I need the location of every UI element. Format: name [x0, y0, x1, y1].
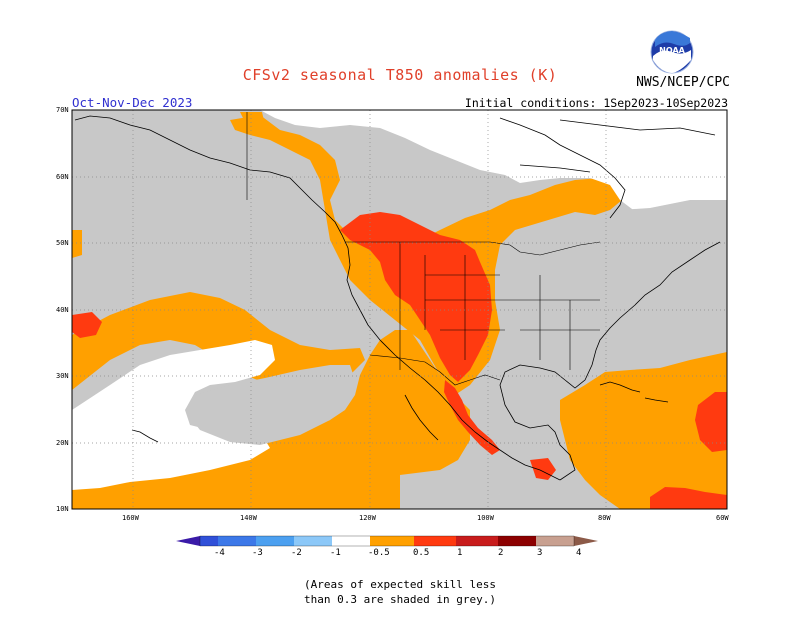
political-boundaries [246, 112, 601, 386]
red-anomaly-mexico [444, 380, 500, 455]
lat-label-60n: 60N [56, 173, 69, 181]
skill-note-line-2: than 0.3 are shaded in grey.) [303, 593, 497, 606]
lat-label-20n: 20N [56, 439, 69, 447]
legend-swatch [332, 536, 370, 546]
svg-text:NOAA: NOAA [659, 46, 685, 55]
lat-label-70n: 70N [56, 106, 69, 114]
skill-note-line-1: (Areas of expected skill less [303, 578, 497, 591]
lon-label-60w: 60W [716, 514, 729, 522]
legend-swatch [294, 536, 332, 546]
legend-swatch [414, 536, 456, 546]
chart-title: CFSv2 seasonal T850 anomalies (K) [242, 66, 558, 84]
legend-label-neg2: -2 [291, 548, 302, 558]
lat-label-30n: 30N [56, 372, 69, 380]
initial-conditions: Initial conditions: 1Sep2023-10Sep2023 [464, 96, 728, 110]
lon-label-160w: 160W [122, 514, 139, 522]
skill-note: (Areas of expected skill less than 0.3 a… [0, 577, 800, 607]
lat-label-50n: 50N [56, 239, 69, 247]
neutral-white-arctic [260, 110, 727, 215]
map-frame [71, 109, 728, 510]
legend-swatch [370, 536, 414, 546]
orange-anomaly-atlantic [560, 352, 727, 509]
lon-label-80w: 80W [598, 514, 611, 522]
neutral-white-central-pacific [72, 340, 275, 490]
forecast-period: Oct-Nov-Dec 2023 [72, 95, 193, 110]
noaa-logo: NOAA [650, 30, 694, 74]
lon-label-120w: 120W [359, 514, 376, 522]
grid-lines [72, 110, 727, 509]
legend-label-neg05: -0.5 [368, 548, 390, 558]
legend-arrow-high [574, 536, 598, 546]
lat-label-10n: 10N [56, 505, 69, 513]
legend-label-neg4: -4 [214, 548, 225, 558]
legend-label-3: 3 [537, 548, 543, 558]
legend-swatch [218, 536, 256, 546]
legend-swatch [256, 536, 294, 546]
legend-label-2: 2 [498, 548, 504, 558]
red-anomaly-western-us [340, 212, 492, 382]
legend-arrow-low [176, 536, 200, 546]
agency-label: NWS/NCEP/CPC [636, 75, 730, 90]
legend-swatch [456, 536, 498, 546]
lat-label-40n: 40N [56, 306, 69, 314]
legend-colorbar [176, 535, 598, 547]
legend-label-neg1: -1 [330, 548, 341, 558]
legend-label-neg3: -3 [252, 548, 263, 558]
legend-label-05: 0.5 [413, 548, 430, 558]
red-anomaly-atlantic [695, 392, 727, 452]
coastlines [74, 115, 721, 481]
legend-label-1: 1 [457, 548, 463, 558]
red-anomaly-pacific-west [72, 312, 102, 338]
legend-swatch [536, 536, 574, 546]
legend-label-4: 4 [576, 548, 582, 558]
red-anomaly-south-atlantic [650, 487, 727, 509]
lon-label-100w: 100W [477, 514, 494, 522]
legend-swatch [200, 536, 218, 546]
legend-swatch [498, 536, 536, 546]
lon-label-140w: 140W [240, 514, 257, 522]
